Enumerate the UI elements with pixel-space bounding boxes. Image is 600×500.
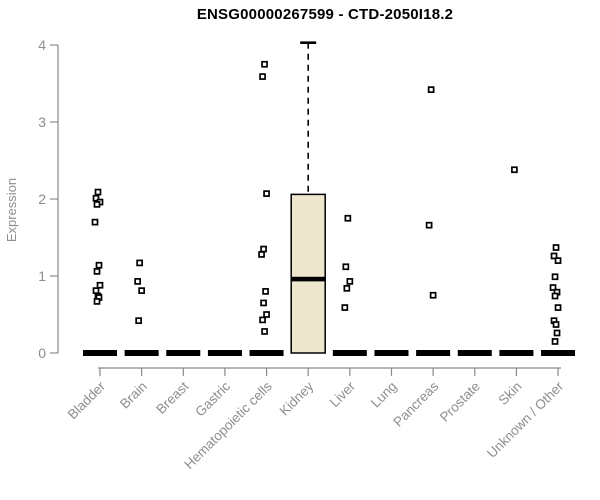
data-point [263, 311, 270, 318]
data-point [92, 194, 100, 202]
data-point [344, 214, 352, 222]
y-tick-label: 2 [38, 191, 46, 207]
data-point [261, 328, 268, 335]
collapsed-box [332, 350, 367, 356]
data-point [550, 252, 558, 260]
data-point [341, 304, 349, 311]
data-point [138, 287, 145, 294]
data-point [263, 190, 270, 197]
data-point [259, 316, 266, 324]
x-tick-label: Gastric [192, 378, 233, 419]
x-tick-label: Unknown / Other [484, 378, 567, 461]
data-point [511, 166, 518, 174]
data-point [92, 287, 100, 294]
data-point [134, 278, 141, 285]
data-point [93, 268, 101, 275]
x-tick-label: Lung [368, 379, 400, 411]
data-point [551, 273, 559, 281]
x-tick-label: Pancreas [390, 378, 441, 429]
data-point [549, 284, 557, 291]
data-point [346, 278, 354, 285]
collapsed-box [83, 350, 117, 356]
collapsed-box [457, 350, 492, 356]
data-point [258, 251, 265, 258]
collapsed-box [124, 350, 159, 356]
x-tick-label: Breast [153, 378, 191, 416]
chart-title: ENSG00000267599 - CTD-2050I18.2 [196, 6, 454, 23]
median-line [291, 276, 326, 282]
data-point [262, 288, 269, 295]
data-point [551, 338, 559, 345]
data-point [95, 261, 103, 269]
data-point [135, 317, 142, 325]
x-tick-label: Liver [327, 378, 359, 410]
data-point [96, 281, 104, 289]
x-tick-label: Skin [495, 379, 524, 408]
data-point [554, 257, 562, 264]
data-point [552, 321, 560, 328]
collapsed-box [499, 350, 534, 356]
collapsed-box [374, 350, 409, 356]
data-point [260, 245, 267, 253]
data-point [261, 60, 268, 68]
data-point [259, 73, 266, 80]
collapsed-box [249, 350, 284, 356]
collapsed-box [207, 350, 242, 356]
y-tick-label: 3 [38, 114, 46, 130]
x-tick-label: Kidney [277, 378, 317, 418]
data-point [94, 188, 102, 196]
y-tick-label: 0 [38, 345, 46, 361]
x-tick-label: Prostate [437, 379, 483, 425]
collapsed-box [416, 350, 451, 356]
data-point [554, 304, 562, 311]
data-point [551, 292, 559, 300]
y-tick-label: 4 [38, 37, 46, 53]
collapsed-box [166, 350, 201, 356]
data-point [136, 259, 143, 267]
box [290, 193, 326, 354]
data-point [343, 284, 351, 292]
data-point [260, 299, 267, 307]
data-point [552, 244, 560, 251]
data-point [342, 263, 350, 271]
x-tick-label: Brain [117, 379, 150, 412]
data-point [425, 221, 433, 229]
y-tick-label: 1 [38, 268, 46, 284]
data-point [429, 291, 437, 299]
data-point [93, 201, 101, 208]
x-tick-label: Bladder [65, 378, 109, 422]
data-point [93, 298, 101, 305]
data-point [427, 86, 435, 94]
data-point [553, 329, 561, 337]
collapsed-box [541, 350, 576, 356]
data-point [91, 218, 99, 226]
